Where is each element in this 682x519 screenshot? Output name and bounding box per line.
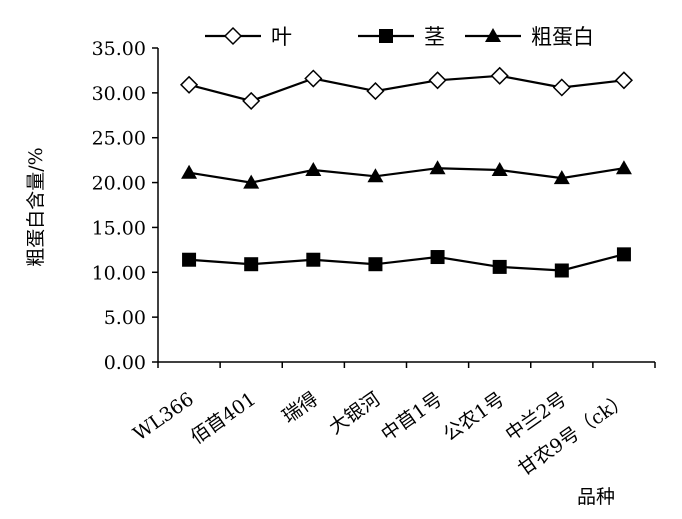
data-point [181,164,198,179]
data-point [366,82,385,101]
legend-label: 叶 [271,25,292,49]
y-tick-label: 30.00 [92,83,146,105]
y-tick-label: 10.00 [92,262,146,284]
data-point [243,174,260,189]
data-point [182,252,197,267]
data-point [616,247,631,262]
data-point [492,259,507,274]
legend-entry: 茎 [358,25,445,49]
series-2 [182,247,631,278]
category-label: 中苜1号 [377,388,446,446]
data-point [306,252,321,267]
data-point [554,263,569,278]
category-label: WL366 [129,388,198,445]
series-3 [181,160,632,189]
data-point [614,71,633,90]
data-point [244,257,259,272]
legend-marker [223,26,243,46]
data-point [615,160,632,175]
data-point [304,69,323,88]
legend-marker [485,28,501,42]
data-point [552,78,571,97]
category-label: 佰苜401 [187,388,260,449]
data-point [305,162,322,177]
data-point [367,168,384,183]
x-ticks [157,362,656,368]
data-point [180,75,199,94]
legend-label: 粗蛋白 [531,25,594,49]
data-point [430,250,445,265]
data-point [368,257,383,272]
data-point [553,170,570,185]
category-label: 甘农9号（ck） [514,388,632,480]
data-point [490,66,509,85]
legend-entry: 叶 [205,25,292,49]
series-line [188,167,625,184]
legend: 叶 茎 粗蛋白 [205,25,594,49]
y-tick-label: 25.00 [92,128,146,150]
y-tick-label: 5.00 [104,307,146,329]
y-ticks: 0.00 5.00 10.00 15.00 20.00 25.00 30.00 35.00 [92,38,158,374]
category-label: 大银河 [325,388,384,439]
category-label: 瑞得 [278,388,322,428]
x-axis-title: 品种 [577,486,615,508]
series-layer [180,66,633,278]
category-label: 公农1号 [439,388,508,446]
y-tick-label: 35.00 [92,38,146,60]
data-point [428,71,447,90]
legend-label: 茎 [424,25,445,49]
series-1 [180,66,633,110]
y-tick-label: 0.00 [104,352,146,374]
legend-marker [379,29,393,43]
data-point [242,91,261,110]
y-tick-label: 15.00 [92,217,146,239]
series-line [188,74,625,103]
series-line [188,253,625,272]
data-point [491,162,508,177]
y-axis-title: 粗蛋白含量/% [25,147,47,266]
data-point [429,160,446,175]
legend-entry: 粗蛋白 [465,25,594,49]
y-tick-label: 20.00 [92,173,146,195]
